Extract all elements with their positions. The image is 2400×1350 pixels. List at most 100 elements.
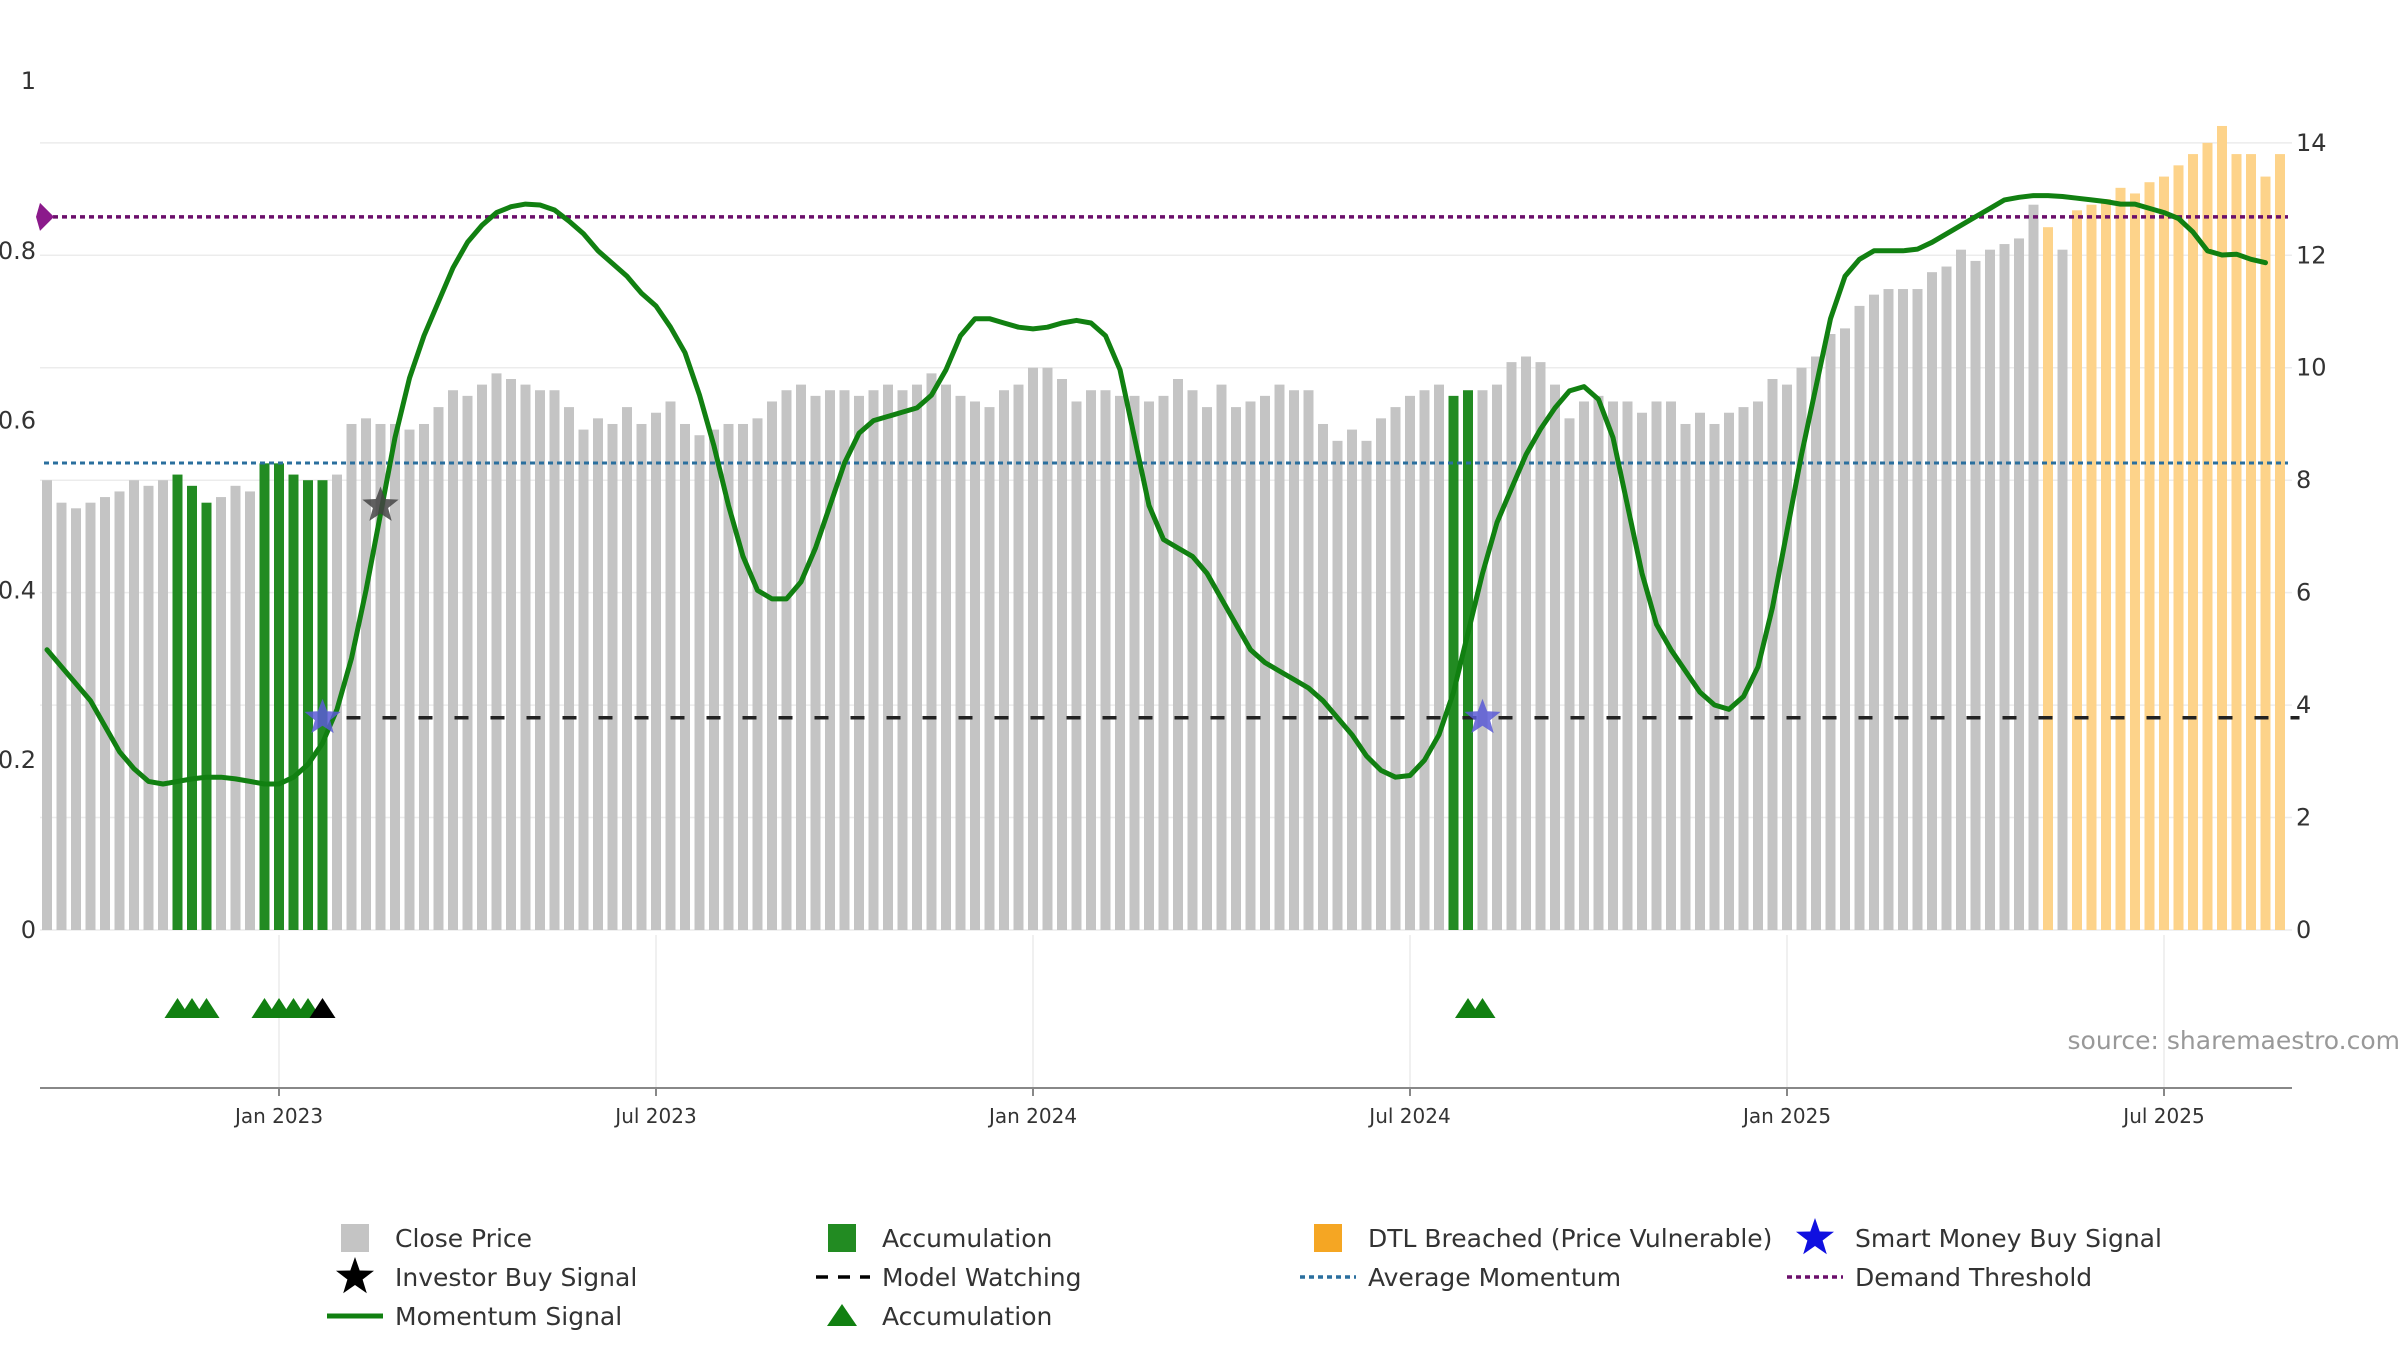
- close-price-bar: [129, 480, 139, 930]
- close-price-bar: [1434, 384, 1444, 930]
- accumulation-bar: [303, 480, 313, 930]
- legend: Close Price Accumulation DTL Breached (Pri…: [327, 1218, 2162, 1331]
- close-price-bar: [1593, 395, 1604, 930]
- legend-label: Close Price: [395, 1224, 532, 1253]
- close-price-bar: [1303, 390, 1314, 930]
- close-price-bar: [1289, 390, 1299, 930]
- legend-swatch-close: [341, 1224, 369, 1252]
- close-price-bar: [549, 390, 560, 930]
- x-axis-tick-label: Jan 2023: [233, 1104, 323, 1128]
- right-axis-tick-label: 14: [2296, 129, 2327, 157]
- close-price-bar: [1956, 249, 1966, 931]
- close-price-bar: [1680, 423, 1691, 930]
- close-price-bar: [1970, 260, 1981, 930]
- close-price-bar: [1782, 384, 1792, 930]
- close-price-bar: [1695, 412, 1705, 930]
- accumulation-marker: [193, 998, 220, 1018]
- close-price-bar: [143, 485, 154, 930]
- close-price-bar: [1144, 401, 1154, 931]
- close-price-bar: [56, 502, 67, 930]
- close-price-bar: [1608, 401, 1618, 931]
- close-price-bar: [1825, 334, 1836, 930]
- close-price-bar: [564, 407, 574, 930]
- accumulation-bar: [172, 474, 183, 930]
- close-price-bar: [636, 423, 647, 930]
- legend-label: Smart Money Buy Signal: [1855, 1224, 2162, 1253]
- x-axis-tick-label: Jan 2025: [1741, 1104, 1831, 1128]
- dtl-breached-bar: [2275, 154, 2285, 930]
- dtl-breached-bar: [2202, 142, 2213, 931]
- right-axis-tick-label: 8: [2296, 466, 2311, 494]
- dtl-breached-bar: [2231, 154, 2242, 930]
- left-axis-tick-label: 1: [21, 67, 36, 95]
- close-price-bar: [1332, 440, 1343, 930]
- left-axis-tick-label: 0.4: [0, 576, 36, 604]
- close-price-bar: [1477, 390, 1488, 930]
- accumulation-marker-black: [309, 998, 336, 1018]
- close-price-bar: [1767, 378, 1778, 930]
- close-price-bar: [419, 423, 429, 930]
- left-axis-tick-label: 0.6: [0, 407, 36, 435]
- legend-label: DTL Breached (Price Vulnerable): [1368, 1224, 1772, 1253]
- close-price-bar: [1115, 395, 1125, 930]
- legend-label: Average Momentum: [1368, 1263, 1621, 1292]
- close-price-bar: [1245, 401, 1256, 931]
- close-price-bar: [1912, 289, 1923, 931]
- close-price-bar: [1709, 423, 1720, 930]
- close-price-bar: [1811, 356, 1821, 931]
- close-price-bar: [796, 384, 806, 930]
- close-price-bar: [883, 384, 893, 930]
- accumulation-bar: [288, 474, 299, 930]
- close-price-bar: [1564, 418, 1575, 930]
- close-price-bar: [665, 401, 676, 931]
- close-price-bar: [1492, 384, 1502, 930]
- close-price-bar: [984, 407, 995, 930]
- close-price-bar: [999, 390, 1009, 930]
- close-price-bar: [433, 407, 444, 930]
- accumulation-bar: [1463, 390, 1473, 930]
- close-price-bar: [1013, 384, 1024, 930]
- close-price-bar: [1376, 418, 1386, 930]
- dtl-breached-bar: [2173, 165, 2184, 930]
- close-price-bar: [1506, 362, 1517, 930]
- close-price-bar: [694, 435, 705, 930]
- close-price-bar: [651, 412, 661, 930]
- close-price-bar: [42, 480, 52, 930]
- accumulation-bar: [1448, 395, 1459, 930]
- close-price-bar: [1869, 294, 1879, 930]
- close-price-bar: [2014, 238, 2024, 930]
- close-price-bar: [1840, 328, 1850, 930]
- close-price-bar: [1390, 407, 1401, 930]
- dtl-breached-bar: [2072, 210, 2082, 931]
- close-price-bar: [477, 384, 487, 930]
- close-price-bar: [593, 418, 603, 930]
- close-price-bar: [100, 497, 110, 930]
- legend-label: Investor Buy Signal: [395, 1263, 637, 1292]
- x-axis-tick-label: Jan 2024: [987, 1104, 1077, 1128]
- smart-money-buy-signal: [304, 698, 341, 734]
- dtl-breached-bar: [2043, 227, 2053, 930]
- accumulation-bar: [187, 485, 197, 930]
- close-price-bar: [520, 384, 531, 930]
- close-price-bar: [1057, 378, 1067, 930]
- close-price-bar: [912, 384, 922, 930]
- demand-threshold-marker: [36, 202, 54, 231]
- left-axis-tick-label: 0: [21, 916, 36, 944]
- close-price-bar: [1071, 401, 1082, 931]
- x-axis-tick-label: Jul 2025: [2121, 1104, 2204, 1128]
- close-price-bar: [738, 423, 748, 930]
- close-price-bar: [404, 429, 415, 930]
- close-price-bar: [1187, 390, 1198, 930]
- close-price-bar: [897, 390, 908, 930]
- right-axis-tick-label: 6: [2296, 579, 2311, 607]
- close-price-bar: [1405, 395, 1415, 930]
- close-price-bar: [2057, 249, 2068, 931]
- close-price-bar: [1637, 412, 1647, 930]
- close-price-bar: [1347, 429, 1357, 930]
- close-price-bar: [723, 423, 734, 930]
- close-price-bar: [839, 390, 850, 930]
- close-price-bar: [85, 502, 96, 930]
- close-price-bar: [1521, 356, 1531, 931]
